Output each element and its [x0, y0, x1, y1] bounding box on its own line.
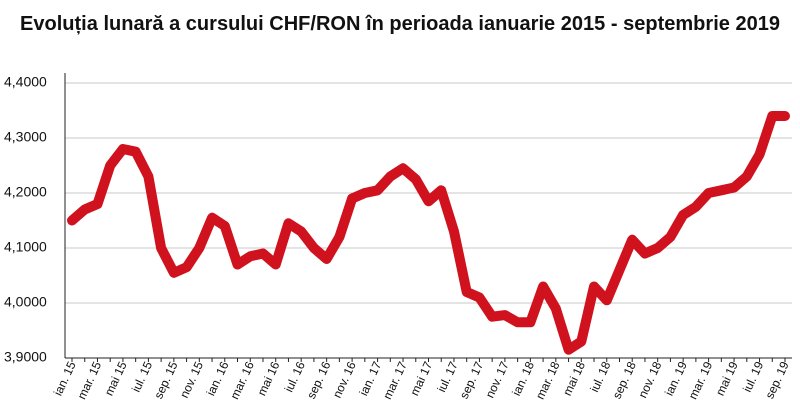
x-tick-label: iul. 17: [434, 359, 460, 394]
data-line: [67, 111, 790, 355]
x-tick-label: ian. 19: [662, 359, 690, 398]
x-tick-label: mai 15: [102, 359, 130, 398]
x-tick-label: mai 17: [407, 359, 435, 398]
x-tick-label: mai 18: [560, 359, 588, 398]
x-tick-label: ian. 17: [356, 359, 384, 398]
y-tick-label: 4,2000: [4, 184, 47, 200]
x-tick-label: nov. 17: [483, 359, 512, 400]
y-tick-label: 4,4000: [4, 74, 47, 90]
x-tick-label: mar. 17: [380, 359, 410, 401]
x-tick-label: ian. 18: [509, 359, 537, 398]
x-tick-label: mai 16: [255, 359, 283, 398]
x-tick-label: iul. 16: [282, 359, 308, 394]
x-tick-label: sep. 19: [762, 359, 791, 401]
y-tick-label: 4,1000: [4, 239, 47, 255]
x-tick-label: mar. 18: [533, 359, 563, 401]
x-tick-label: iul. 19: [740, 359, 766, 394]
x-tick-label: nov. 16: [330, 359, 359, 400]
x-tick-label: mai 19: [713, 359, 741, 398]
y-tick-label: 4,3000: [4, 129, 47, 145]
x-tick-label: nov. 15: [177, 359, 206, 400]
y-tick-label: 4,0000: [4, 294, 47, 310]
x-tick-label: iul. 18: [587, 359, 613, 394]
x-tick-label: ian. 15: [51, 359, 79, 398]
x-tick-label: nov. 18: [635, 359, 664, 400]
x-tick-label: mar. 15: [75, 359, 105, 401]
x-tick-label: mar. 16: [227, 359, 257, 401]
x-tick-label: iul. 15: [129, 359, 155, 394]
x-tick-label: mar. 19: [686, 359, 716, 401]
chart-title: Evoluția lunară a cursului CHF/RON în pe…: [20, 13, 780, 35]
y-tick-label: 3,9000: [4, 349, 47, 365]
x-tick-label: ian. 16: [204, 359, 232, 398]
